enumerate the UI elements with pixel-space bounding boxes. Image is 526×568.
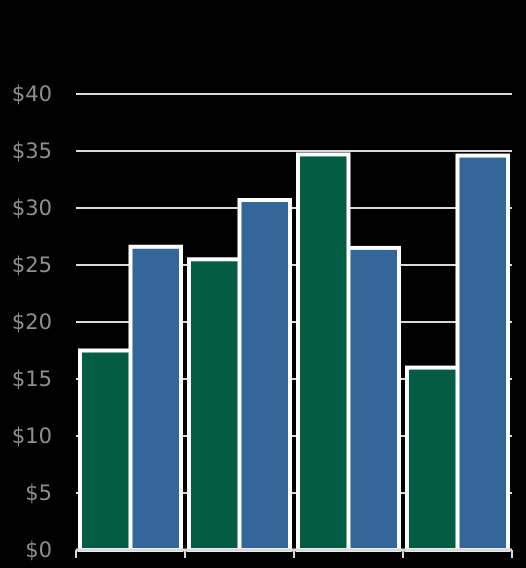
y-tick-label: $30: [12, 196, 52, 220]
y-tick-label: $35: [12, 139, 52, 163]
y-tick-label: $40: [12, 82, 52, 106]
x-axis: [75, 548, 513, 558]
bar: [237, 198, 292, 553]
bar: [405, 365, 460, 552]
y-tick-label: $10: [12, 424, 52, 448]
bars: [78, 152, 510, 553]
y-tick-label: $20: [12, 310, 52, 334]
bar: [455, 153, 510, 552]
bar: [78, 348, 133, 552]
bar: [346, 245, 401, 552]
y-tick-label: $15: [12, 367, 52, 391]
bar: [128, 244, 183, 552]
y-tick-label: $25: [12, 253, 52, 277]
y-axis-tick-labels: $0 $5 $10 $15 $20 $25 $30 $35 $40: [12, 82, 52, 562]
bar: [187, 257, 242, 552]
y-tick-label: $0: [25, 538, 52, 562]
bar: [296, 152, 351, 552]
y-tick-label: $5: [25, 481, 52, 505]
